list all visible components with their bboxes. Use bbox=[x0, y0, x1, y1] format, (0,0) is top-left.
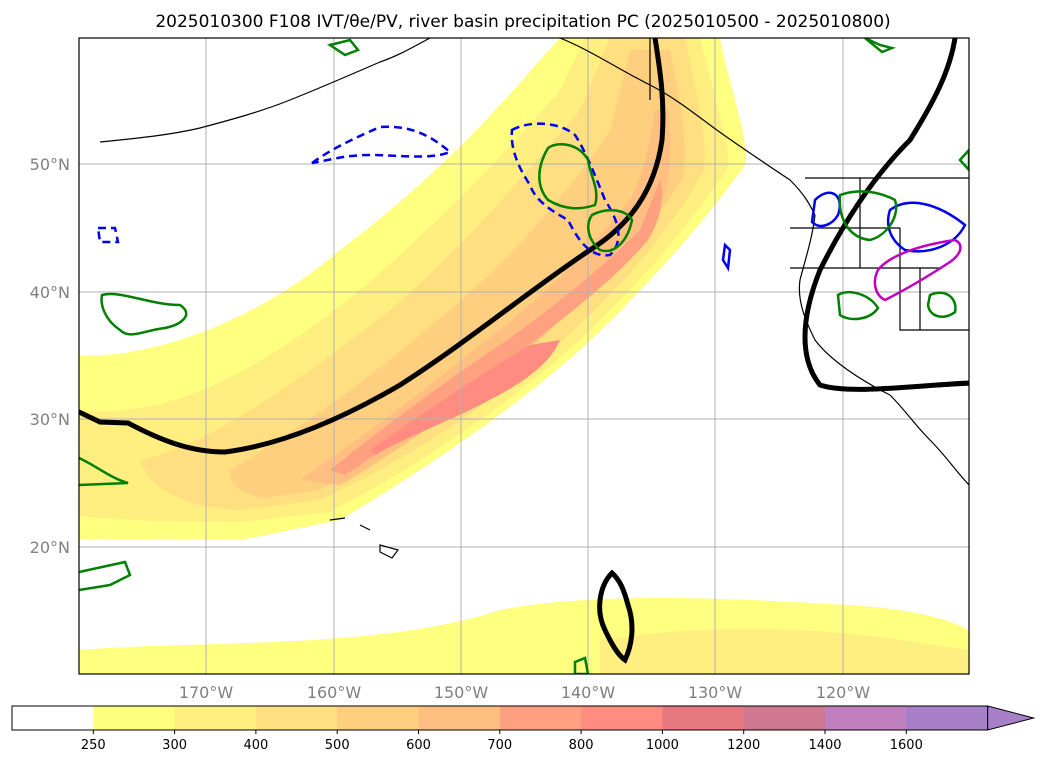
lat-label-50n: 50°N bbox=[30, 155, 70, 174]
british-columbia-coast bbox=[798, 214, 891, 396]
colorbar-swatch bbox=[255, 706, 338, 730]
colorbar-swatch bbox=[743, 706, 826, 730]
colorbar-swatch bbox=[93, 706, 176, 730]
positive-pc-contour-utah bbox=[926, 291, 957, 318]
baja-coast bbox=[889, 394, 969, 486]
positive-pc-contour-pnw bbox=[838, 190, 898, 242]
figure-title: 2025010300 F108 IVT/θe/PV, river basin p… bbox=[155, 12, 890, 32]
negative-pc-contour-west bbox=[96, 226, 120, 244]
lat-label-20n: 20°N bbox=[30, 538, 70, 557]
positive-pc-contour-offshore bbox=[538, 143, 598, 210]
colorbar: 250 300 400 500 600 700 800 1000 1200 1400 1600 bbox=[11, 705, 1036, 753]
hawaii bbox=[329, 517, 400, 559]
colorbar-label: 1400 bbox=[808, 738, 841, 753]
positive-pc-contours bbox=[79, 38, 969, 674]
colorbar-label: 250 bbox=[81, 738, 106, 753]
theta-e-contour-south bbox=[597, 569, 635, 664]
positive-pc-contour-east-edge bbox=[958, 148, 969, 172]
colorbar-extend-arrow bbox=[987, 705, 1036, 731]
magenta-pc-contours bbox=[873, 238, 962, 302]
magenta-pc-contour bbox=[873, 238, 962, 302]
lat-label-40n: 40°N bbox=[30, 283, 70, 302]
alaska-coast bbox=[99, 38, 431, 143]
colorbar-swatch bbox=[825, 706, 907, 730]
negative-pc-contour-small bbox=[721, 242, 732, 272]
colorbar-swatch bbox=[581, 706, 663, 730]
colorbar-label: 1600 bbox=[890, 738, 923, 753]
positive-pc-contour-nevada bbox=[836, 291, 880, 321]
negative-pc-contour-idaho bbox=[810, 191, 841, 228]
positive-pc-contour-south bbox=[573, 656, 590, 674]
positive-pc-contour-north-2 bbox=[864, 38, 897, 54]
theta-e-contours bbox=[79, 38, 969, 664]
colorbar-swatch bbox=[499, 706, 582, 730]
longitude-labels: 170°W 160°W 150°W 140°W 130°W 120°W bbox=[179, 683, 871, 702]
positive-pc-contour-hawaii-west bbox=[100, 292, 188, 336]
positive-pc-contour-west-edge bbox=[79, 456, 129, 487]
graticule bbox=[79, 38, 969, 674]
negative-pc-contour-montana bbox=[886, 201, 967, 253]
colorbar-label: 400 bbox=[243, 738, 268, 753]
theta-e-contour-main bbox=[79, 38, 666, 455]
lat-label-30n: 30°N bbox=[30, 410, 70, 429]
ivt-band-south-inner bbox=[600, 628, 969, 674]
colorbar-swatch bbox=[174, 706, 257, 730]
negative-pc-contour-offshore bbox=[510, 122, 620, 257]
colorbar-swatch bbox=[418, 706, 501, 730]
colorbar-label: 1000 bbox=[646, 738, 679, 753]
lon-label-130w: 130°W bbox=[688, 683, 743, 702]
positive-pc-contour-offshore-2 bbox=[587, 209, 634, 253]
negative-pc-contours bbox=[96, 122, 620, 257]
positive-pc-contour-southwest bbox=[79, 560, 132, 592]
map-area bbox=[79, 38, 969, 674]
colorbar-swatch bbox=[12, 706, 94, 730]
positive-pc-contour-north bbox=[326, 38, 361, 57]
colorbar-swatch bbox=[662, 706, 745, 730]
lon-label-170w: 170°W bbox=[179, 683, 234, 702]
latitude-labels: 50°N 40°N 30°N 20°N bbox=[30, 155, 70, 557]
ivt-band-800 bbox=[370, 340, 560, 455]
colorbar-swatch bbox=[337, 706, 419, 730]
colorbar-label: 1200 bbox=[727, 738, 760, 753]
theta-e-contour-east bbox=[802, 38, 969, 392]
negative-pc-contour-alaska bbox=[311, 125, 453, 165]
colorbar-label: 600 bbox=[406, 738, 431, 753]
colorbar-label: 300 bbox=[162, 738, 187, 753]
colorbar-label: 800 bbox=[569, 738, 594, 753]
lon-label-150w: 150°W bbox=[434, 683, 489, 702]
map-frame bbox=[78, 37, 970, 675]
lon-label-160w: 160°W bbox=[307, 683, 362, 702]
ivt-band-400 bbox=[140, 38, 705, 510]
lon-label-140w: 140°W bbox=[561, 683, 616, 702]
colorbar-label: 700 bbox=[487, 738, 512, 753]
colorbar-label: 500 bbox=[325, 738, 350, 753]
ivt-band-700 bbox=[330, 180, 662, 475]
negative-pc-solid bbox=[721, 191, 967, 272]
alaska-gulf-coast bbox=[559, 38, 816, 216]
colorbar-swatch bbox=[906, 706, 989, 730]
lon-label-120w: 120°W bbox=[816, 683, 871, 702]
